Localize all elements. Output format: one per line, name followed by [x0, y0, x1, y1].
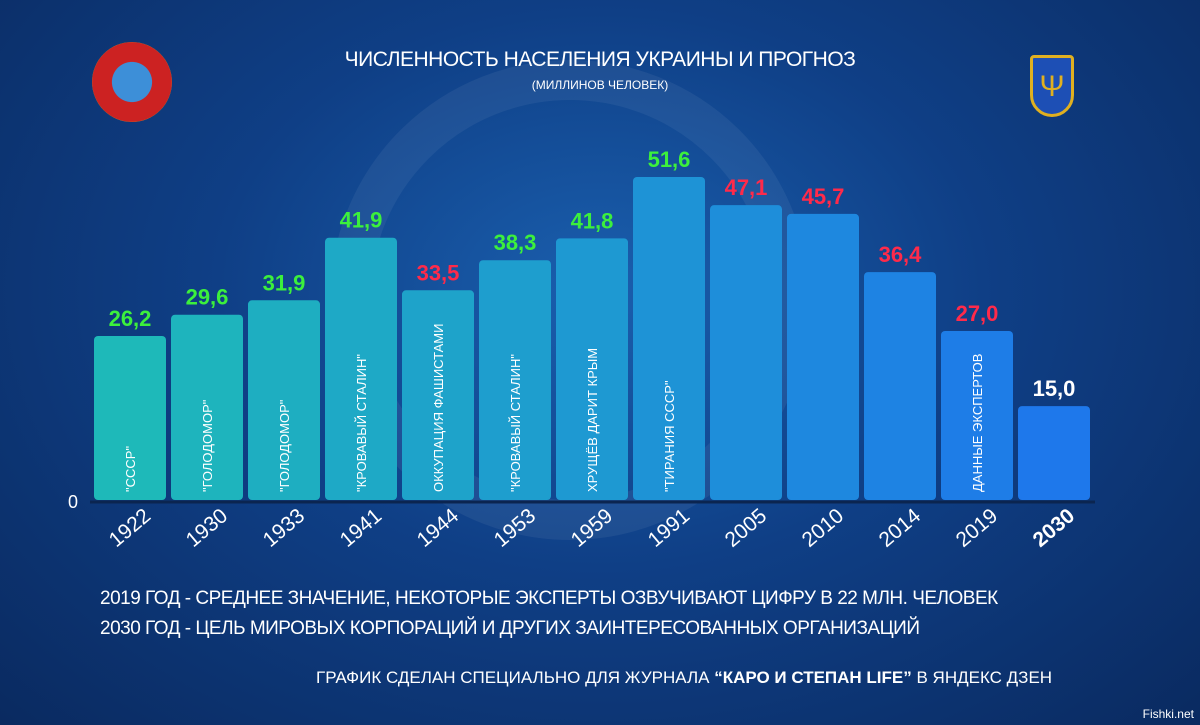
- value-label-2010: 45,7: [802, 184, 845, 209]
- bar-1959: [556, 238, 628, 500]
- x-tick-1953: 1953: [490, 504, 541, 552]
- value-label-1944: 33,5: [417, 260, 460, 285]
- bar-2005: [710, 205, 782, 501]
- bar-1933: [248, 300, 320, 500]
- bar-annotation-1941: "КРОВАВЫЙ СТАЛИН": [354, 354, 369, 492]
- bar-annotation-1959: ХРУЩЁВ ДАРИТ КРЫМ: [585, 348, 600, 492]
- x-tick-2019: 2019: [952, 504, 1003, 552]
- chart-title: ЧИСЛЕННОСТЬ НАСЕЛЕНИЯ УКРАИНЫ И ПРОГНОЗ: [344, 48, 856, 71]
- bar-2019: [941, 330, 1013, 500]
- bar-annotation-2019: ДАННЫЕ ЭКСПЕРТОВ: [970, 354, 985, 492]
- bar-2030: [1018, 406, 1090, 500]
- credit-brand: “КАРО И СТЕПАН LIFE”: [714, 668, 912, 687]
- ussr-emblem-icon: [92, 42, 172, 122]
- value-label-1959: 41,8: [571, 208, 614, 233]
- value-label-1922: 26,2: [109, 306, 152, 331]
- x-tick-2005: 2005: [721, 504, 772, 552]
- x-tick-2030: 2030: [1029, 504, 1080, 552]
- ukraine-trident-icon: Ψ: [1030, 55, 1074, 117]
- bar-annotation-1944: ОККУПАЦИЯ ФАШИСТАМИ: [431, 324, 446, 492]
- value-label-1953: 38,3: [494, 230, 537, 255]
- value-label-2019: 27,0: [956, 301, 999, 326]
- bar-2010: [787, 213, 859, 500]
- bar-annotation-1953: "КРОВАВЫЙ СТАЛИН": [508, 354, 523, 492]
- value-label-2014: 36,4: [879, 242, 923, 267]
- value-label-1930: 29,6: [186, 285, 229, 310]
- bar-1922: [94, 335, 166, 500]
- x-tick-1944: 1944: [413, 504, 464, 552]
- credit-pre: ГРАФИК СДЕЛАН СПЕЦИАЛЬНО ДЛЯ ЖУРНАЛА: [316, 668, 710, 687]
- bar-annotation-1922: "СССР": [123, 446, 138, 492]
- chart-subtitle: (МИЛЛИНОВ ЧЕЛОВЕК): [531, 78, 669, 92]
- bar-1991: [633, 176, 705, 500]
- site-label: Fishki.net: [1142, 707, 1194, 721]
- x-tick-2014: 2014: [875, 504, 926, 552]
- bar-annotation-1991: "ТИРАНИЯ СССР": [662, 380, 677, 492]
- x-tick-1991: 1991: [644, 504, 695, 552]
- x-tick-1922: 1922: [105, 504, 156, 552]
- y-tick-0: 0: [68, 492, 78, 512]
- bar-1944: [402, 290, 474, 500]
- x-tick-2010: 2010: [798, 504, 849, 552]
- note-2030: 2030 ГОД - ЦЕЛЬ МИРОВЫХ КОРПОРАЦИЙ И ДРУ…: [100, 618, 920, 639]
- value-label-1933: 31,9: [263, 270, 306, 295]
- bar-annotation-1930: "ГОЛОДОМОР": [200, 399, 215, 492]
- bar-1941: [325, 237, 397, 500]
- x-tick-1959: 1959: [567, 504, 618, 552]
- bar-1930: [171, 314, 243, 500]
- value-label-2005: 47,1: [725, 175, 768, 200]
- value-label-1941: 41,9: [340, 208, 383, 233]
- value-label-2030: 15,0: [1033, 376, 1076, 401]
- bar-2014: [864, 272, 936, 500]
- x-tick-1930: 1930: [182, 504, 233, 552]
- note-2019: 2019 ГОД - СРЕДНЕЕ ЗНАЧЕНИЕ, НЕКОТОРЫЕ Э…: [100, 588, 998, 609]
- bar-annotation-1933: "ГОЛОДОМОР": [277, 399, 292, 492]
- value-label-1991: 51,6: [648, 147, 691, 172]
- credit-post: В ЯНДЕКС ДЗЕН: [916, 668, 1053, 687]
- x-tick-1933: 1933: [259, 504, 310, 552]
- bar-1953: [479, 260, 551, 500]
- x-tick-1941: 1941: [336, 504, 387, 552]
- credit: ГРАФИК СДЕЛАН СПЕЦИАЛЬНО ДЛЯ ЖУРНАЛА “КА…: [316, 668, 1052, 688]
